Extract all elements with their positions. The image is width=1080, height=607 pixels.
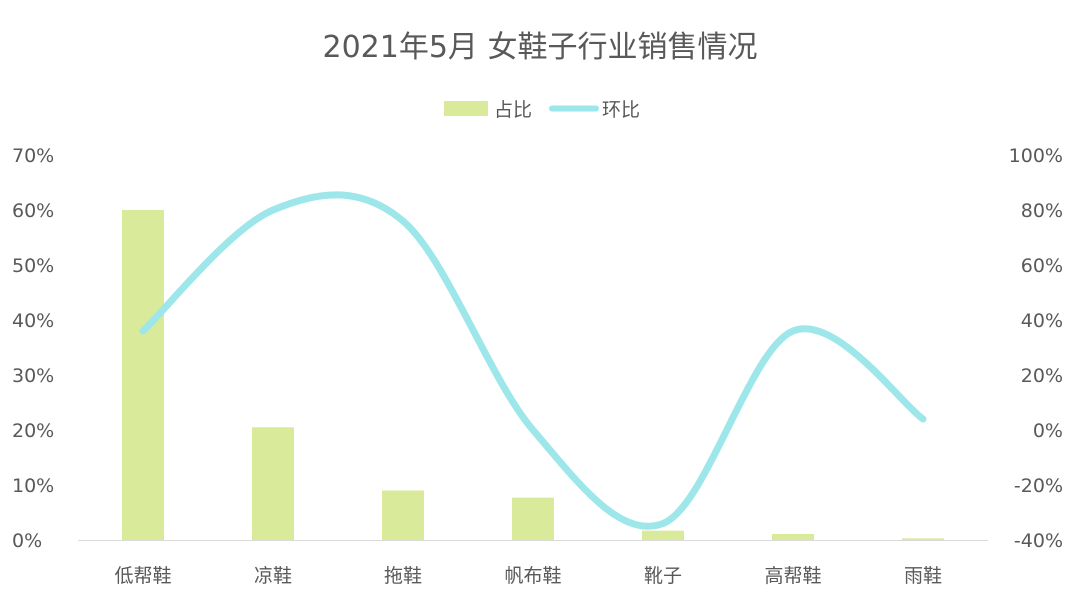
bar (382, 490, 424, 540)
y-right-tick-label: 40% (1021, 310, 1063, 332)
legend: 占比 环比 (444, 99, 640, 121)
y-left-tick-label: 60% (12, 200, 54, 222)
x-tick-label: 雨鞋 (904, 565, 942, 587)
y-right-tick-label: 20% (1021, 365, 1063, 387)
bar (902, 538, 944, 540)
plot-layer: 0% 10% 20% 30% 40% 50% 60% 70% -40% -20% 0% 20% 40% 6… (12, 145, 1063, 587)
bar (122, 210, 164, 540)
bar (252, 427, 294, 540)
x-tick-label: 靴子 (644, 565, 682, 587)
legend-label-bar: 占比 (494, 99, 532, 121)
y-left-tick-label: 30% (12, 365, 54, 387)
x-tick-label: 帆布鞋 (504, 565, 561, 587)
y-left-tick-label: 0% (12, 530, 42, 552)
y-right-tick-label: 80% (1021, 200, 1063, 222)
x-tick-label: 低帮鞋 (114, 565, 171, 587)
legend-swatch-bar (444, 101, 488, 116)
x-tick-label: 拖鞋 (384, 565, 422, 587)
y-right-tick-label: 0% (1033, 420, 1063, 442)
bar (512, 497, 554, 540)
bar (642, 530, 684, 540)
y-left-tick-label: 40% (12, 310, 54, 332)
line-series-huanbi (139, 191, 927, 530)
x-tick-label: 高帮鞋 (764, 565, 821, 587)
chart-title: 2021年5月 女鞋子行业销售情况 (323, 30, 758, 65)
y-left-tick-label: 20% (12, 420, 54, 442)
y-right-tick-label: 100% (1009, 145, 1063, 167)
y-left-tick-label: 10% (12, 475, 54, 497)
y-right-tick-label: -40% (1014, 530, 1063, 552)
bar (772, 533, 814, 540)
x-tick-label: 凉鞋 (254, 565, 292, 587)
y-left-tick-label: 70% (12, 145, 54, 167)
y-right-tick-label: 60% (1021, 255, 1063, 277)
y-right-tick-label: -20% (1014, 475, 1063, 497)
legend-label-line: 环比 (602, 99, 640, 121)
y-left-tick-label: 50% (12, 255, 54, 277)
